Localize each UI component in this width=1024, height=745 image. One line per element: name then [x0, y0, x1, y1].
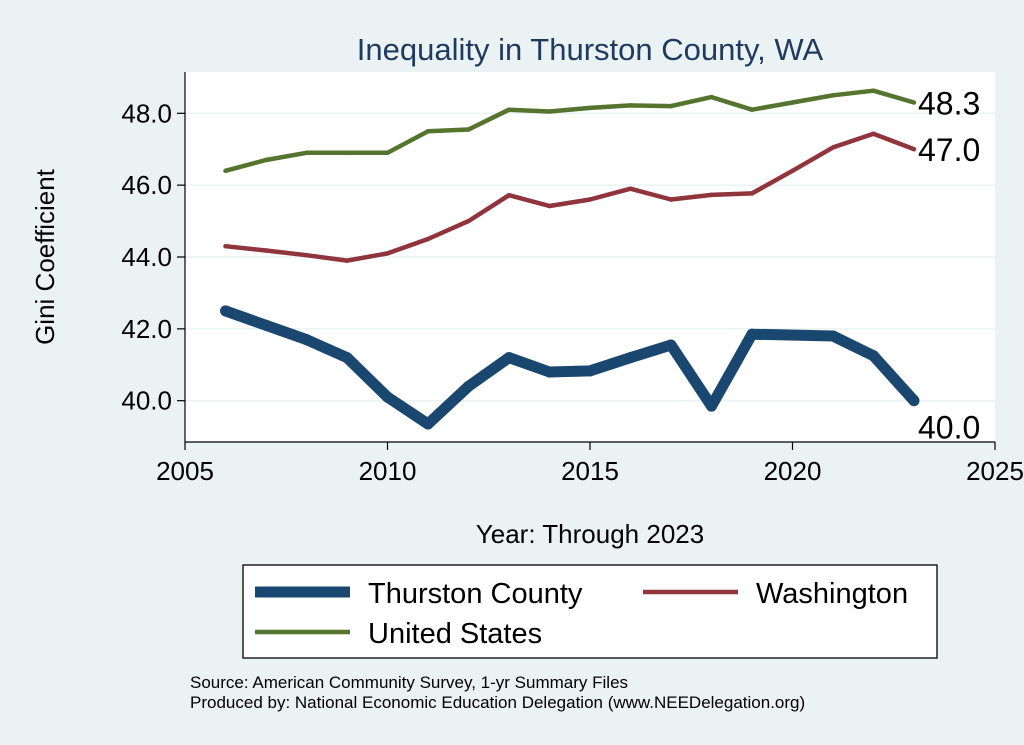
data-point-thurston-county	[220, 305, 231, 317]
y-tick-label: 42.0	[121, 314, 172, 344]
series-line-washington	[225, 131, 915, 263]
data-point-united-states	[830, 93, 836, 98]
data-point-united-states	[668, 103, 674, 109]
data-point-washington	[263, 248, 269, 253]
x-tick-label: 2005	[156, 456, 214, 486]
legend-label-washington: Washington	[756, 578, 908, 610]
data-point-united-states	[466, 127, 471, 132]
data-point-washington	[223, 243, 228, 249]
legend-label-thurston-county: Thurston County	[368, 578, 583, 610]
data-point-washington	[830, 145, 836, 150]
y-ticks: 40.0 42.0 44.0 46.0 48.0	[121, 98, 185, 416]
legend: Thurston County Washington United States	[255, 578, 908, 650]
series-line-united-states	[224, 88, 915, 173]
data-point-washington	[304, 252, 309, 258]
y-tick-label: 48.0	[121, 98, 172, 128]
data-point-thurston-county	[382, 391, 393, 403]
data-point-united-states	[749, 107, 755, 112]
data-point-washington	[425, 236, 431, 242]
data-point-thurston-county	[625, 352, 636, 364]
end-labels: 40.0 47.0 48.3	[918, 86, 980, 446]
data-point-thurston-county	[665, 339, 677, 351]
data-point-washington	[709, 192, 714, 198]
series-lines	[220, 88, 920, 430]
produced-by-line: Produced by: National Economic Education…	[190, 693, 805, 712]
legend-box	[242, 564, 938, 659]
data-point-united-states	[587, 105, 593, 111]
data-point-washington	[587, 197, 593, 202]
data-point-thurston-county	[260, 319, 272, 331]
legend-label-united-states: United States	[368, 618, 542, 650]
source-line: Source: American Community Survey, 1-yr …	[190, 673, 628, 692]
data-point-united-states	[304, 150, 309, 156]
data-point-washington	[466, 218, 471, 224]
x-tick-label: 2010	[359, 456, 417, 486]
data-point-thurston-county	[746, 328, 758, 340]
data-point-washington	[790, 168, 795, 174]
data-point-thurston-county	[706, 400, 717, 412]
x-tick-label: 2015	[561, 456, 619, 486]
data-point-washington	[911, 146, 917, 152]
data-point-united-states	[547, 109, 552, 114]
x-ticks: 2005 2010 2015 2020 2025	[156, 442, 1024, 486]
data-point-washington	[506, 192, 512, 198]
data-point-thurston-county	[341, 352, 353, 364]
x-tick-label: 2020	[764, 456, 822, 486]
end-label-united-states: 48.3	[918, 86, 980, 122]
data-point-thurston-county	[544, 366, 555, 378]
data-point-united-states	[425, 129, 431, 134]
data-point-thurston-county	[584, 365, 596, 377]
data-point-united-states	[506, 107, 512, 112]
data-point-united-states	[223, 168, 228, 174]
data-point-thurston-county	[827, 330, 839, 342]
data-point-united-states	[628, 103, 633, 108]
data-point-united-states	[790, 100, 795, 105]
data-point-united-states	[385, 150, 390, 156]
y-tick-label: 46.0	[121, 170, 172, 200]
data-point-thurston-county	[868, 350, 879, 362]
data-point-washington	[385, 251, 390, 256]
data-point-washington	[749, 191, 755, 196]
end-label-washington: 47.0	[918, 132, 980, 168]
y-tick-label: 40.0	[121, 386, 172, 416]
data-point-washington	[871, 131, 876, 137]
y-axis-label: Gini Coefficient	[30, 168, 60, 345]
data-point-washington	[628, 186, 633, 191]
end-label-thurston-county: 40.0	[918, 410, 980, 446]
y-tick-label: 44.0	[121, 242, 172, 272]
data-point-thurston-county	[422, 418, 434, 430]
gridlines	[185, 112, 995, 402]
data-point-united-states	[709, 94, 714, 100]
data-point-thurston-county	[463, 380, 474, 392]
chart-title: Inequality in Thurston County, WA	[357, 32, 824, 67]
x-tick-label: 2025	[966, 456, 1024, 486]
x-axis-label: Year: Through 2023	[476, 519, 704, 549]
data-point-united-states	[871, 88, 876, 93]
data-point-united-states	[263, 157, 269, 163]
data-point-thurston-county	[301, 334, 312, 346]
data-point-washington	[344, 258, 350, 263]
data-point-united-states	[344, 150, 350, 156]
data-point-thurston-county	[503, 352, 515, 364]
data-point-united-states	[911, 100, 917, 105]
data-point-thurston-county	[908, 395, 920, 407]
data-point-washington	[547, 203, 552, 209]
data-point-washington	[668, 197, 674, 202]
